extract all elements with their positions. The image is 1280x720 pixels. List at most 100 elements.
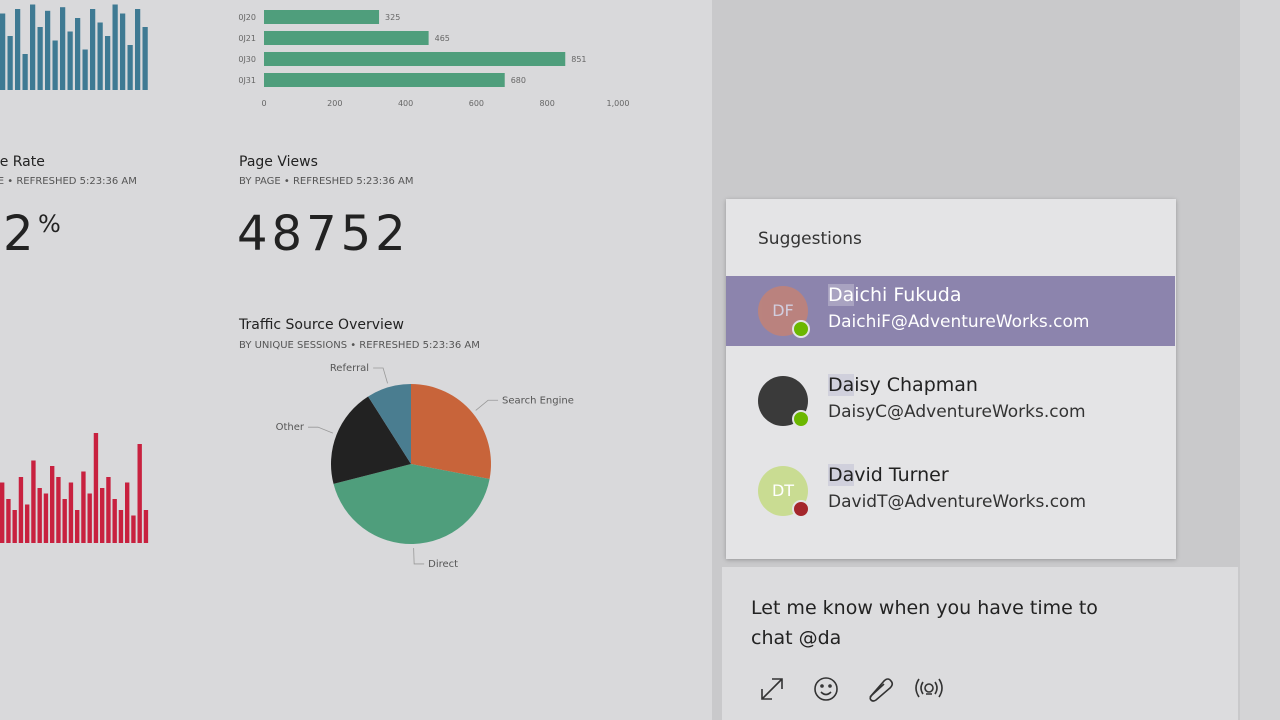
column [60, 7, 66, 91]
leader-line [373, 367, 388, 384]
person-email: DaisyC@AdventureWorks.com [828, 402, 1086, 422]
column [106, 477, 111, 543]
tile-subtitle: BY PAGE • REFRESHED 5:23:36 AM [239, 176, 414, 187]
category-label: 0J31 [238, 76, 256, 85]
column [127, 45, 133, 90]
x-tick-label: 800 [540, 99, 555, 108]
column [82, 49, 88, 90]
column [75, 18, 81, 90]
leader-line [413, 547, 425, 565]
presence-status [792, 410, 810, 428]
presence-status [792, 500, 810, 518]
column [137, 444, 142, 543]
name-match: Da [828, 284, 855, 306]
pie-label: Other [276, 422, 305, 433]
tile-title: ce Rate [0, 154, 45, 170]
kpi-value: 2 [3, 206, 34, 262]
person-name: Daisy Chapman [828, 374, 978, 396]
category-label: 0J20 [238, 13, 256, 22]
attach-icon[interactable] [869, 678, 894, 702]
column [37, 27, 43, 90]
column [62, 499, 67, 543]
suggestion-row[interactable]: DF Daichi Fukuda DaichiF@AdventureWorks.co… [726, 276, 1175, 346]
leader-line [308, 426, 334, 434]
meet-icon[interactable] [915, 678, 943, 698]
tile-title: Page Views [239, 154, 318, 170]
column [143, 510, 149, 543]
dashboard: Page Views BY PAGE • REFRESHED 5:23:36 A… [0, 4, 630, 570]
x-tick-label: 200 [327, 99, 342, 108]
x-tick-label: 400 [398, 99, 413, 108]
column [15, 9, 21, 90]
column [112, 4, 118, 90]
value-label: 680 [511, 76, 526, 85]
person-email: DaichiF@AdventureWorks.com [828, 312, 1090, 332]
pie-slice [331, 396, 411, 484]
person-name: David Turner [828, 464, 949, 486]
column [135, 9, 141, 90]
column [12, 510, 17, 543]
column [120, 13, 126, 90]
tile-subtitle: GE • REFRESHED 5:23:36 AM [0, 176, 137, 187]
column [0, 13, 6, 90]
suggestion-row[interactable]: Daisy Chapman DaisyC@AdventureWorks.com [726, 366, 1175, 436]
category-label: 0J21 [238, 34, 256, 43]
column [81, 471, 86, 543]
bar [264, 10, 380, 24]
bar [264, 73, 505, 87]
name-match: Da [828, 374, 855, 396]
column [118, 510, 124, 543]
column [31, 460, 36, 543]
name-rest: vid Turner [854, 464, 949, 486]
person-name: Daichi Fukuda [828, 284, 961, 306]
column [105, 36, 111, 90]
column [142, 27, 148, 90]
kpi-unit: % [38, 210, 61, 238]
column [25, 504, 30, 543]
suggestions-card: Suggestions DF Daichi Fukuda DaichiF@Adven… [726, 199, 1176, 559]
expand-icon[interactable] [761, 678, 783, 700]
panel-edge [1240, 0, 1280, 720]
column [45, 10, 51, 90]
column [68, 482, 74, 543]
pie-slice [368, 384, 411, 464]
value-label: 325 [385, 13, 400, 22]
column [67, 31, 73, 90]
presence-status [792, 320, 810, 338]
x-tick-label: 0 [261, 99, 266, 108]
x-tick-label: 1,000 [607, 99, 630, 108]
emoji-icon[interactable] [814, 677, 838, 701]
column [93, 433, 99, 543]
suggestions-title: Suggestions [758, 229, 862, 249]
person-email: DavidT@AdventureWorks.com [828, 492, 1087, 512]
suggestion-row[interactable]: DT David Turner DavidT@AdventureWorks.com [726, 456, 1175, 526]
value-label: 465 [435, 34, 450, 43]
pie-slice [333, 464, 490, 544]
column [0, 482, 5, 543]
bar [264, 31, 429, 45]
pie-slice [411, 384, 492, 479]
column [90, 9, 96, 90]
column [131, 515, 136, 543]
value-label: 851 [571, 55, 586, 64]
column [37, 488, 42, 543]
tile-subtitle: BY UNIQUE SESSIONS • REFRESHED 5:23:36 A… [239, 340, 480, 351]
compose-text[interactable]: Let me know when you have time to chat @… [751, 597, 1098, 649]
column [125, 482, 130, 543]
column [75, 510, 80, 543]
column [18, 477, 24, 543]
column [97, 22, 103, 90]
column [56, 477, 61, 543]
kpi-value: 48752 [237, 206, 410, 262]
compose-toolbar [761, 677, 943, 702]
name-rest: ichi Fukuda [854, 284, 962, 306]
compose-box[interactable]: Let me know when you have time to chat @… [722, 567, 1238, 720]
name-match: Da [828, 464, 855, 486]
pie-label: Search Engine [502, 395, 574, 406]
column [52, 40, 58, 90]
column [6, 499, 11, 543]
bar [264, 52, 566, 66]
column [7, 36, 13, 90]
name-rest: isy Chapman [854, 374, 978, 396]
pie-label: Direct [428, 559, 458, 570]
